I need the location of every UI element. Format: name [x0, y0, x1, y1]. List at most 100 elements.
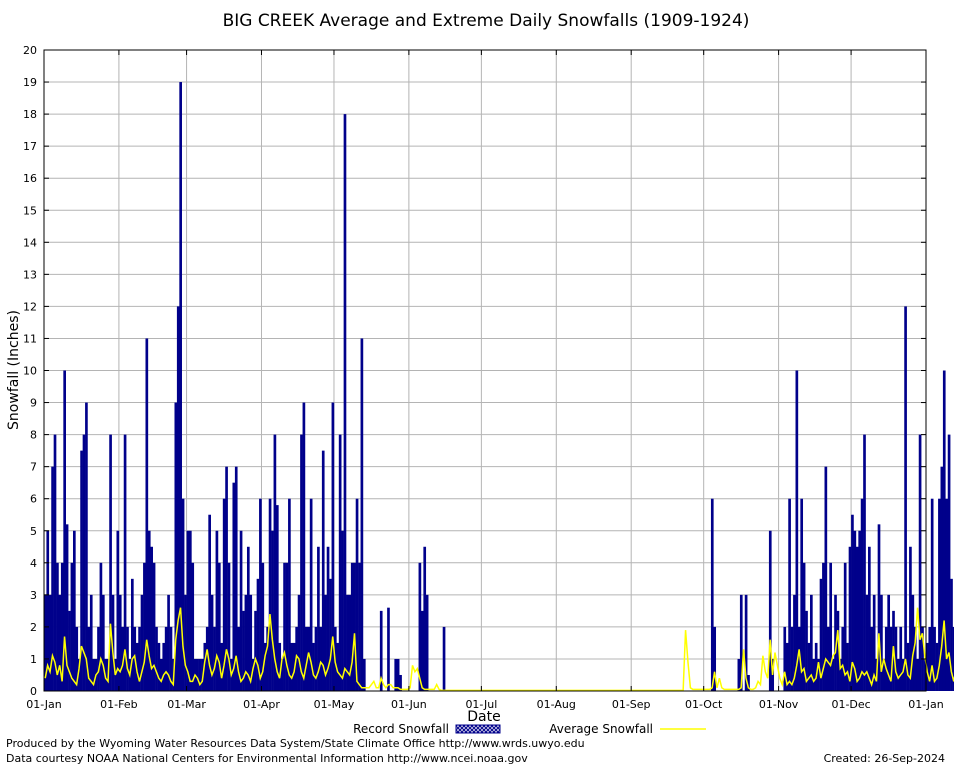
- record-snowfall-bar: [140, 594, 144, 691]
- record-snowfall-bar: [442, 626, 446, 691]
- average-snowfall-line: [44, 607, 954, 692]
- y-tick-label: 14: [23, 236, 37, 249]
- record-snowfall-bar: [841, 626, 845, 691]
- y-tick-label: 9: [30, 397, 37, 410]
- record-snowfall-bar: [812, 658, 816, 691]
- record-snowfall-bar: [739, 594, 743, 691]
- record-snowfall-bar: [853, 530, 857, 691]
- record-snowfall-bar: [329, 578, 332, 691]
- record-snowfall-bar: [309, 498, 313, 691]
- record-snowfall-bar: [933, 626, 936, 691]
- record-snowfall-bar: [952, 626, 954, 691]
- y-tick-label: 3: [30, 589, 37, 602]
- record-snowfall-bar: [355, 498, 359, 691]
- record-snowfall-bar: [167, 594, 170, 691]
- record-snowfall-bar: [824, 466, 828, 691]
- record-snowfall-bar: [906, 642, 910, 691]
- record-snowfall-bar: [913, 626, 917, 691]
- record-snowfall-bar: [275, 505, 279, 691]
- record-snowfall-bar: [822, 562, 825, 691]
- record-snowfall-bar: [246, 546, 250, 691]
- y-tick-label: 16: [23, 172, 37, 185]
- x-tick-label: 01-Nov: [759, 698, 799, 711]
- record-snowfall-bar: [304, 626, 308, 691]
- x-tick-label: 01-Feb: [100, 698, 137, 711]
- record-snowfall-bar: [222, 498, 226, 691]
- y-tick-label: 1: [30, 653, 37, 666]
- record-snowfall-bar: [793, 594, 796, 691]
- y-tick-label: 8: [30, 429, 37, 442]
- record-snowfall-bar: [343, 114, 347, 692]
- record-snowfall-bar: [938, 498, 941, 691]
- record-snowfall-bar: [855, 546, 859, 691]
- y-tick-label: 6: [30, 493, 37, 506]
- record-snowfall-bar: [312, 642, 315, 691]
- record-snowfall-bar: [887, 594, 891, 691]
- x-axis-label: Date: [467, 709, 500, 725]
- record-snowfall-bar: [109, 434, 112, 691]
- record-snowfall-bar: [810, 594, 813, 691]
- record-snowfall-bar: [935, 642, 939, 691]
- record-snowfall-bar: [348, 594, 352, 691]
- record-snowfall-bar: [237, 626, 240, 691]
- record-snowfall-bar: [244, 594, 248, 691]
- record-snowfall-bar: [882, 658, 886, 691]
- record-snowfall-bar: [911, 594, 915, 691]
- record-snowfall-bar: [713, 626, 717, 691]
- record-snowfall-bar: [396, 658, 400, 691]
- record-snowfall-bar: [48, 594, 52, 691]
- record-snowfall-bar: [807, 642, 811, 691]
- record-snowfall-bar: [63, 370, 66, 691]
- y-tick-label: 17: [23, 140, 37, 153]
- record-snowfall-bar: [909, 546, 912, 691]
- record-snowfall-bar: [350, 562, 354, 691]
- record-snowfall-bar: [420, 610, 424, 692]
- record-snowfall-bar: [145, 338, 149, 691]
- record-snowfall-bar: [904, 306, 907, 691]
- record-snowfall-bar: [181, 498, 185, 691]
- footer-data-courtesy: Data courtesy NOAA National Centers for …: [6, 752, 528, 765]
- record-snowfall-bar: [227, 562, 231, 691]
- record-snowfall-bar: [923, 658, 927, 691]
- record-snowfall-bar: [164, 626, 168, 691]
- record-snowfall-bar: [839, 658, 842, 691]
- record-snowfall-bar: [44, 594, 47, 691]
- record-snowfall-bar: [829, 562, 833, 691]
- legend-record-label: Record Snowfall: [353, 722, 449, 736]
- record-snowfall-bar: [737, 658, 741, 691]
- record-snowfall-bar: [99, 562, 103, 691]
- record-snowfall-bar: [341, 530, 344, 691]
- record-snowfall-bar: [254, 610, 257, 692]
- record-snowfall-bar: [280, 658, 284, 691]
- x-tick-label: 01-Mar: [167, 698, 206, 711]
- record-snowfall-bar: [819, 578, 823, 691]
- record-snowfall-bar: [249, 594, 253, 691]
- record-snowfall-bar: [797, 626, 801, 691]
- record-snowfall-bar: [360, 338, 364, 691]
- record-snowfall-bar: [198, 658, 202, 691]
- legend-record-swatch: [455, 724, 501, 734]
- y-tick-label: 15: [23, 204, 37, 217]
- x-tick-label: 01-Dec: [831, 698, 870, 711]
- record-snowfall-bar: [926, 642, 929, 691]
- record-snowfall-bar: [884, 626, 888, 691]
- record-snowfall-bar: [283, 562, 286, 691]
- record-snowfall-bar: [950, 578, 953, 691]
- record-snowfall-bar: [210, 594, 214, 691]
- record-snowfall-bar: [297, 594, 301, 691]
- record-snowfall-bar: [111, 594, 115, 691]
- record-snowfall-bar: [362, 658, 366, 691]
- x-tick-label: 01-Jan: [908, 698, 944, 711]
- record-snowfall-bar: [159, 658, 163, 691]
- y-tick-label: 12: [23, 300, 37, 313]
- record-snowfall-bar: [331, 402, 335, 691]
- record-snowfall-bar: [188, 530, 192, 691]
- record-snowfall-bar: [399, 674, 402, 691]
- record-snowfall-bar: [379, 610, 383, 692]
- record-snowfall-bar: [162, 642, 166, 691]
- record-snowfall-bar: [196, 658, 199, 691]
- record-snowfall-bar: [261, 562, 265, 691]
- record-snowfall-bar: [930, 498, 934, 691]
- record-snowfall-bar: [877, 524, 881, 691]
